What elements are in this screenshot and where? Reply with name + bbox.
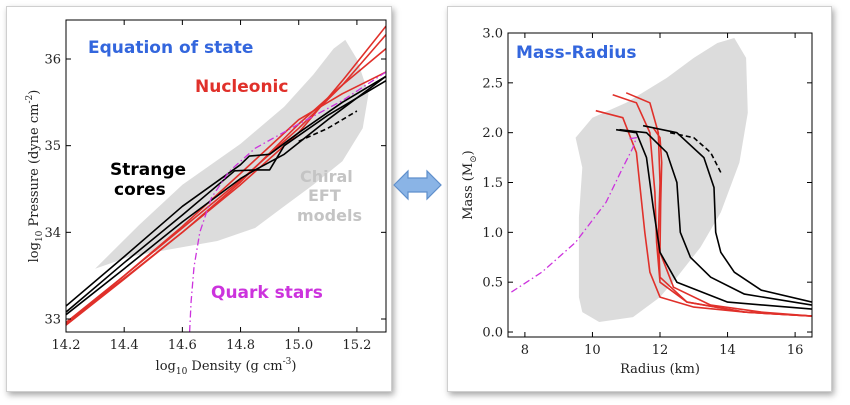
chiral-label-line1: Chiral — [300, 167, 353, 186]
eos-title: Equation of state — [88, 38, 253, 58]
mr-strange-line-4 — [615, 128, 812, 310]
mr-title: Mass-Radius — [516, 43, 636, 63]
mr-strange-line-5 — [619, 128, 812, 306]
eos-xtick-label: 15.0 — [284, 338, 313, 353]
eos-band-area — [95, 39, 369, 269]
mr-series-group — [511, 92, 812, 317]
mr-quark-line-8 — [511, 137, 638, 293]
eos-xlabel: log10 Density (g cm-3) — [156, 357, 297, 377]
eos-plot-frame — [65, 19, 387, 333]
mr-xtick-label: 16 — [787, 343, 804, 358]
mr-strange-line-7 — [669, 131, 722, 173]
mr-xtick-label: 14 — [719, 343, 736, 358]
mr-xtick-label: 8 — [521, 343, 529, 358]
mr-ytick-label: 2.0 — [482, 126, 503, 141]
eos-ytick-label: 33 — [44, 313, 61, 328]
eos-xtick-label: 14.4 — [110, 338, 139, 353]
mr-ytick-label: 1.5 — [482, 176, 503, 191]
eos-ytick-label: 35 — [44, 139, 61, 154]
quark-stars-label: Quark stars — [211, 283, 323, 303]
eos-xtick-label: 14.8 — [226, 338, 255, 353]
eos-nucleonic-line-2 — [66, 47, 386, 326]
mr-ytick-label: 0.5 — [482, 276, 503, 291]
mr-nucleonic-line-0 — [595, 109, 812, 317]
eos-quark-line-8 — [188, 71, 386, 332]
mr-xtick-label: 10 — [584, 343, 601, 358]
eos-xtick-label: 14.6 — [168, 338, 197, 353]
nucleonic-label: Nucleonic — [195, 77, 288, 97]
chiral-label-line2: EFT — [308, 186, 341, 205]
chiral-label-line3: models — [297, 206, 362, 225]
eos-ytick-label: 36 — [44, 53, 61, 68]
mr-ticks: 8 10 12 14 16 0.0 0.5 1.0 1.5 2.0 2.5 3.0 — [482, 27, 812, 358]
eos-strange-line-6 — [66, 75, 386, 316]
eos-nucleonic-line-3 — [66, 71, 386, 325]
mr-strange-line-6 — [642, 124, 812, 303]
eos-series-group — [66, 25, 386, 332]
eos-chiral-band — [95, 39, 369, 269]
eos-xtick-label: 14.2 — [52, 338, 81, 353]
left-right-arrow-icon — [393, 169, 442, 201]
eos-ytick-label: 34 — [44, 226, 61, 241]
mr-ytick-label: 1.0 — [482, 226, 503, 241]
mr-ytick-label: 2.5 — [482, 76, 503, 91]
eos-ylabel: log10 Pressure (dyne cm-2) — [25, 90, 45, 263]
eos-xtick-label: 15.2 — [342, 338, 371, 353]
strange-label-line2: cores — [114, 180, 166, 200]
mr-xlabel: Radius (km) — [620, 362, 700, 377]
mr-ytick-label: 3.0 — [482, 27, 503, 42]
mr-ylabel: Mass (M⊙) — [461, 150, 479, 220]
eos-strange-line-7 — [298, 110, 358, 143]
eos-chart: 14.2 14.4 14.6 14.8 15.0 15.2 33 34 35 36 Equatio… — [25, 19, 387, 377]
mr-xtick-label: 12 — [652, 343, 669, 358]
mr-ytick-label: 0.0 — [482, 326, 503, 341]
strange-label-line1: Strange — [110, 160, 186, 180]
eos-ticks: 14.2 14.4 14.6 14.8 15.0 15.2 33 34 35 36 — [44, 20, 386, 353]
mass-radius-chart: 8 10 12 14 16 0.0 0.5 1.0 1.5 2.0 2.5 3.0 Mass-Radi… — [461, 27, 813, 377]
eos-strange-line-4 — [66, 75, 386, 307]
